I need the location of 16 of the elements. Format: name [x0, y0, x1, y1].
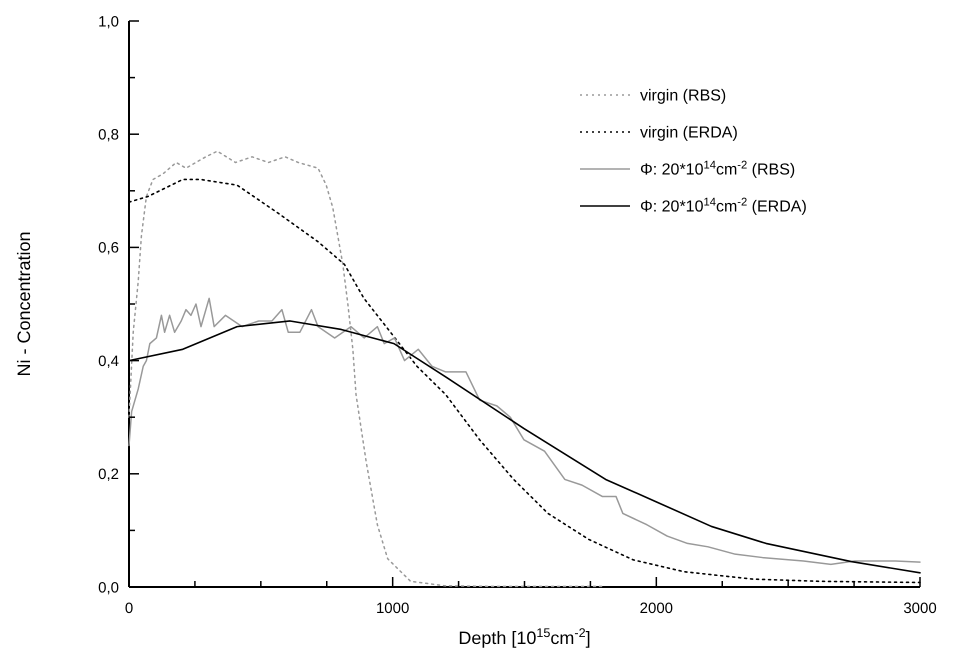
x-tick-label: 1000 — [376, 600, 410, 617]
y-tick-label: 0,8 — [98, 126, 119, 144]
y-axis-title: Ni - Concentration — [14, 231, 34, 377]
x-axis-title: Depth [10$^{15}$cm$^{-2}$] — [458, 626, 591, 648]
x-tick-label: 3000 — [903, 600, 937, 617]
y-tick-label: 0,4 — [98, 352, 119, 370]
legend-label: virgin (RBS) — [640, 88, 726, 105]
y-tick-label: 1,0 — [98, 13, 119, 30]
x-tick-label: 0 — [124, 600, 134, 617]
x-tick-label: 2000 — [640, 600, 674, 617]
legend-label: Φ: 20*10$^{14}$cm$^{-2}$ (ERDA) — [640, 196, 807, 216]
legend-label: Φ: 20*10$^{14}$cm$^{-2}$ (RBS) — [640, 160, 796, 179]
y-tick-label: 0,0 — [98, 579, 119, 596]
y-tick-label: 0,2 — [98, 466, 119, 484]
y-tick-label: 0,6 — [98, 240, 119, 257]
legend-label: virgin (ERDA) — [640, 124, 738, 142]
